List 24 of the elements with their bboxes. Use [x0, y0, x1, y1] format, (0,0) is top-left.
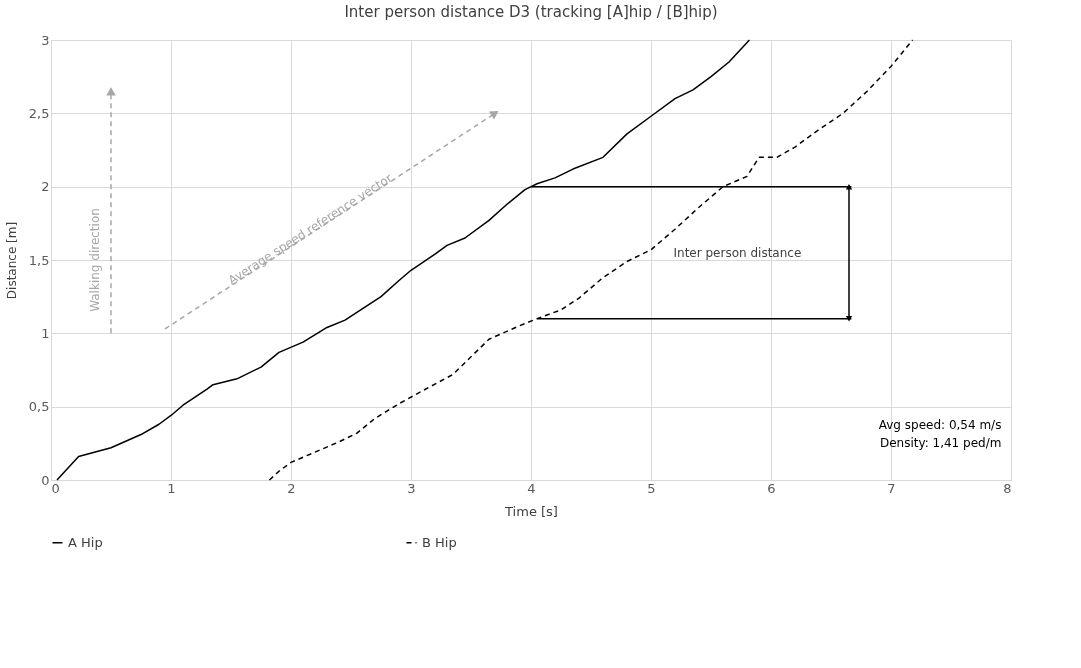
annotation: Density: 1,41 ped/m: [879, 435, 1002, 450]
y-tick-label: 3: [41, 32, 50, 48]
legend-label: A Hip: [68, 534, 103, 550]
x-tick-label: 4: [527, 480, 536, 496]
x-tick-label: 0: [51, 480, 60, 496]
y-tick-label: 2,5: [28, 105, 50, 121]
x-tick-label: 7: [887, 480, 896, 496]
y-tick-label: 1: [41, 325, 50, 341]
y-tick-label: 2: [41, 179, 50, 195]
x-tick-label: 3: [407, 480, 416, 496]
y-tick-label: 1,5: [28, 252, 50, 268]
y-tick-label: 0,5: [28, 399, 50, 415]
legend-label: B Hip: [422, 534, 457, 550]
x-tick-label: 1: [167, 480, 176, 496]
x-tick-label: 6: [767, 480, 776, 496]
annotation: Walking direction: [88, 208, 103, 312]
x-tick-label: 8: [1003, 480, 1012, 496]
x-tick-label: 5: [647, 480, 656, 496]
x-axis-title: Time [s]: [504, 503, 558, 519]
chart-title: Inter person distance D3 (tracking [A]hip / [B]hip): [344, 3, 718, 21]
y-axis-title: Distance [m]: [4, 221, 19, 300]
annotation: Avg speed: 0,54 m/s: [878, 418, 1002, 432]
x-tick-label: 2: [287, 480, 296, 496]
annotation: Inter person distance: [673, 245, 802, 260]
